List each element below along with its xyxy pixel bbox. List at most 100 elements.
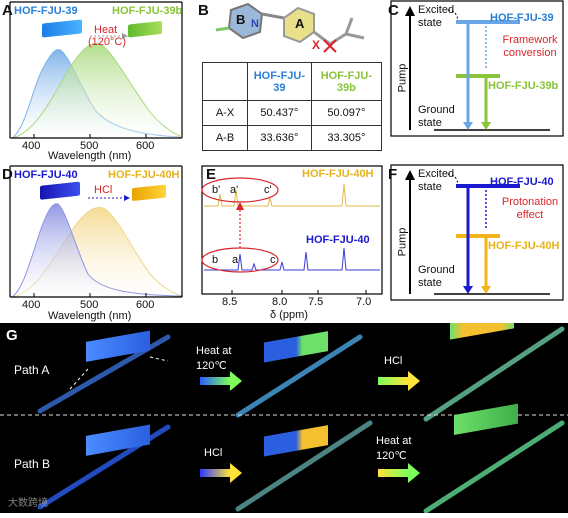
crystal-green-icon — [128, 21, 162, 38]
header-text-39: HOF-FJU-39 — [253, 69, 306, 94]
legend-hof-fju-40h: HOF-FJU-40H — [108, 169, 180, 181]
header-text-39b: HOF-FJU-39b — [320, 69, 373, 94]
arrow-heat-b — [378, 469, 408, 477]
panel-b: B B N A X HOF-FJU-39 HOF-FJU-39b A-X 50.… — [196, 0, 386, 160]
panel-c: C Excited state HOF-FJU-39 Framework con… — [388, 0, 566, 160]
table-row: A-X 50.437° 50.097° — [202, 100, 383, 126]
crystal-model-a2 — [264, 331, 328, 363]
panel-d: D HOF-FJU-40 HOF-FJU-40H HCl 400 500 600… — [0, 164, 190, 324]
atom-label-x: X — [312, 38, 321, 52]
panel-e: E HOF-FJU-40H HOF-FJU-40 b' a' c' b a c … — [196, 164, 386, 324]
nmr-spectrum — [201, 165, 383, 295]
framework-conversion-note: Framework conversion — [502, 34, 558, 59]
crystal-rod-a3 — [423, 326, 565, 422]
protonation-effect-note: Protonation effect — [501, 196, 559, 221]
excited-state-label: Excited state — [418, 168, 455, 193]
crystal-rod-a2 — [235, 334, 363, 418]
heat-temp-label: (120°C) — [88, 36, 127, 48]
atom-label-a: A — [295, 16, 305, 31]
pump-label: Pump — [396, 227, 409, 257]
molecule-structure — [215, 2, 365, 53]
heat-label-b: Heat at — [376, 435, 412, 447]
legend-hof-fju-39: HOF-FJU-39 — [14, 5, 78, 17]
panel-f-label: F — [388, 166, 398, 183]
watermark: 大数跨境 — [8, 498, 48, 509]
cell-a-x-39b: 50.097° — [310, 100, 383, 126]
x-tick-400: 400 — [22, 140, 41, 152]
level-hof-fju-39b: HOF-FJU-39b — [488, 80, 559, 92]
heat-temp-b: 120℃ — [376, 450, 407, 462]
x-tick-500: 500 — [80, 140, 99, 152]
crystal-model-b3 — [454, 403, 518, 435]
crystal-model-b1 — [86, 424, 150, 456]
crystal-rod-b3 — [423, 420, 565, 514]
x-tick-600: 600 — [136, 299, 155, 311]
ground-state-label: Ground state — [418, 264, 455, 289]
arrow-hcl-b — [200, 469, 230, 477]
cell-a-b-39b: 33.305° — [310, 125, 383, 151]
nmr-label-hof-fju-40: HOF-FJU-40 — [306, 234, 370, 246]
angle-table: HOF-FJU-39 HOF-FJU-39b A-X 50.437° 50.09… — [202, 62, 383, 151]
nmr-trace-hof-fju-40h — [204, 183, 380, 207]
x-tick-8-5: 8.5 — [222, 296, 238, 308]
level-hof-fju-40: HOF-FJU-40 — [490, 176, 554, 188]
x-tick-500: 500 — [80, 299, 99, 311]
energy-diagram-f — [390, 164, 564, 301]
level-hof-fju-39: HOF-FJU-39 — [490, 12, 554, 24]
x-axis-label: δ (ppm) — [270, 309, 308, 321]
spectrum-hof-fju-39b — [11, 43, 181, 139]
peak-label-a: a — [232, 254, 239, 266]
legend-hof-fju-40: HOF-FJU-40 — [14, 169, 78, 181]
peak-label-a-prime: a' — [230, 184, 239, 196]
spectrum-hof-fju-40 — [10, 203, 183, 298]
peak-label-c-prime: c' — [264, 184, 272, 196]
x-tick-400: 400 — [22, 299, 41, 311]
panel-c-label: C — [388, 2, 399, 19]
panel-d-label: D — [2, 166, 13, 183]
table-header-hof-fju-39: HOF-FJU-39 — [247, 62, 312, 101]
panel-e-label: E — [206, 166, 217, 183]
hcl-label-b: HCl — [204, 447, 223, 459]
panel-a: A HOF-FJU-39 HOF-FJU-39b Heat (120°C) 40… — [0, 0, 190, 162]
panel-a-label: A — [2, 2, 13, 19]
atom-label-n: N — [251, 18, 259, 30]
heat-temp-a: 120℃ — [196, 360, 227, 372]
arrow-heat-a — [200, 377, 230, 385]
x-tick-7-5: 7.5 — [308, 296, 324, 308]
ground-state-label: Ground state — [418, 104, 455, 129]
cell-a-b-39: 33.636° — [247, 125, 312, 151]
panel-f: F Excited state HOF-FJU-40 Protonation e… — [388, 164, 566, 324]
legend-hof-fju-39b: HOF-FJU-39b — [112, 5, 183, 17]
nmr-label-hof-fju-40h: HOF-FJU-40H — [302, 168, 374, 180]
peak-label-c: c — [270, 254, 276, 266]
table-header-hof-fju-39b: HOF-FJU-39b — [310, 62, 383, 101]
heat-label-a: Heat at — [196, 345, 232, 357]
row-label-a-x: A-X — [202, 100, 248, 126]
table-row: A-B 33.636° 33.305° — [202, 125, 383, 151]
peak-label-b-prime: b' — [212, 184, 221, 196]
hcl-label-a: HCl — [384, 355, 403, 367]
x-tick-7-0: 7.0 — [356, 296, 372, 308]
pump-label: Pump — [396, 63, 409, 93]
peak-label-b: b — [212, 254, 219, 266]
table-header-empty — [202, 62, 248, 101]
panel-b-label: B — [198, 2, 209, 19]
row-label-a-b: A-B — [202, 125, 248, 151]
panel-g-images — [0, 308, 568, 514]
atom-label-b: B — [236, 12, 246, 27]
crystal-model-a1 — [86, 330, 150, 362]
cell-a-x-39: 50.437° — [247, 100, 312, 126]
x-tick-8-0: 8.0 — [272, 296, 288, 308]
x-axis-label: Wavelength (nm) — [48, 150, 132, 162]
arrow-hcl-a — [378, 377, 408, 385]
crystal-darkblue-icon — [40, 181, 80, 200]
x-axis-label: Wavelength (nm) — [48, 310, 132, 322]
path-b-label: Path B — [14, 457, 51, 471]
energy-diagram-c — [390, 0, 564, 137]
panel-g-label: G — [6, 327, 18, 344]
crystal-rod-b2 — [235, 420, 373, 512]
panel-a-plot — [9, 1, 183, 139]
crystal-model-b2 — [264, 425, 328, 457]
x-tick-600: 600 — [136, 140, 155, 152]
crystal-blue-icon — [42, 19, 82, 38]
